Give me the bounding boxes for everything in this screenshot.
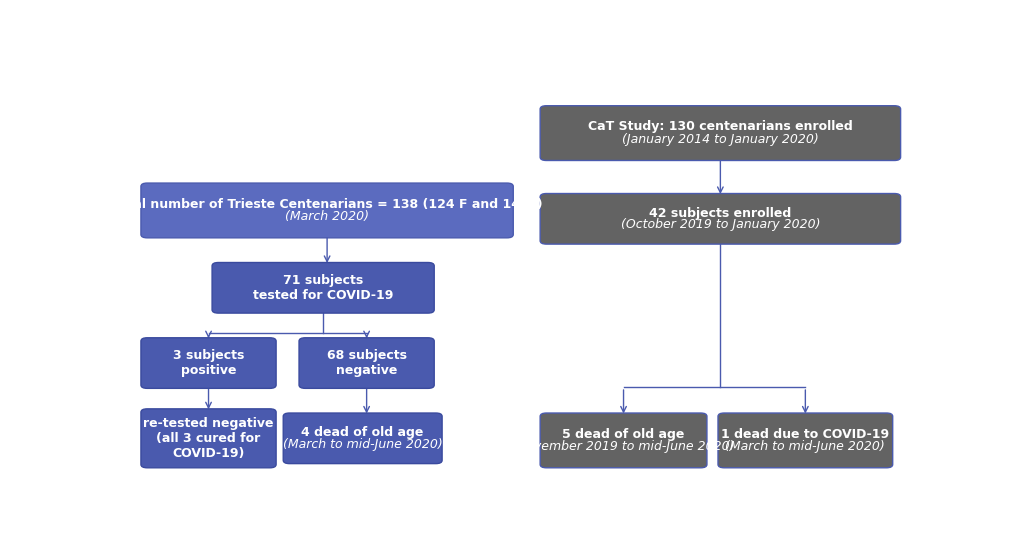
Text: (October 2019 to January 2020): (October 2019 to January 2020) [620,218,819,231]
FancyBboxPatch shape [141,409,276,468]
FancyBboxPatch shape [540,106,900,161]
Text: Total number of Trieste Centenarians = 138 (124 F and 14 M): Total number of Trieste Centenarians = 1… [112,198,542,211]
FancyBboxPatch shape [540,193,900,244]
Text: re-tested negative
(all 3 cured for
COVID-19): re-tested negative (all 3 cured for COVI… [143,417,273,460]
FancyBboxPatch shape [212,262,434,313]
Text: (March to mid-June 2020): (March to mid-June 2020) [282,438,442,451]
Text: 3 subjects
positive: 3 subjects positive [172,349,244,377]
FancyBboxPatch shape [299,338,434,388]
Text: 71 subjects
tested for COVID-19: 71 subjects tested for COVID-19 [253,274,393,302]
Text: 5 dead of old age: 5 dead of old age [561,428,684,441]
Text: CaT Study: 130 centenarians enrolled: CaT Study: 130 centenarians enrolled [587,121,852,134]
Text: 42 subjects enrolled: 42 subjects enrolled [649,206,791,219]
FancyBboxPatch shape [283,413,441,464]
Text: 4 dead of old age: 4 dead of old age [302,426,424,439]
Text: (March 2020): (March 2020) [285,210,369,223]
Text: (November 2019 to mid-June 2020): (November 2019 to mid-June 2020) [512,440,734,453]
Text: (March to mid-June 2020): (March to mid-June 2020) [725,440,884,453]
FancyBboxPatch shape [540,413,706,468]
Text: (January 2014 to January 2020): (January 2014 to January 2020) [622,133,818,146]
Text: 1 dead due to COVID-19: 1 dead due to COVID-19 [720,428,889,441]
FancyBboxPatch shape [141,183,513,238]
FancyBboxPatch shape [141,338,276,388]
FancyBboxPatch shape [717,413,892,468]
Text: 68 subjects
negative: 68 subjects negative [326,349,407,377]
